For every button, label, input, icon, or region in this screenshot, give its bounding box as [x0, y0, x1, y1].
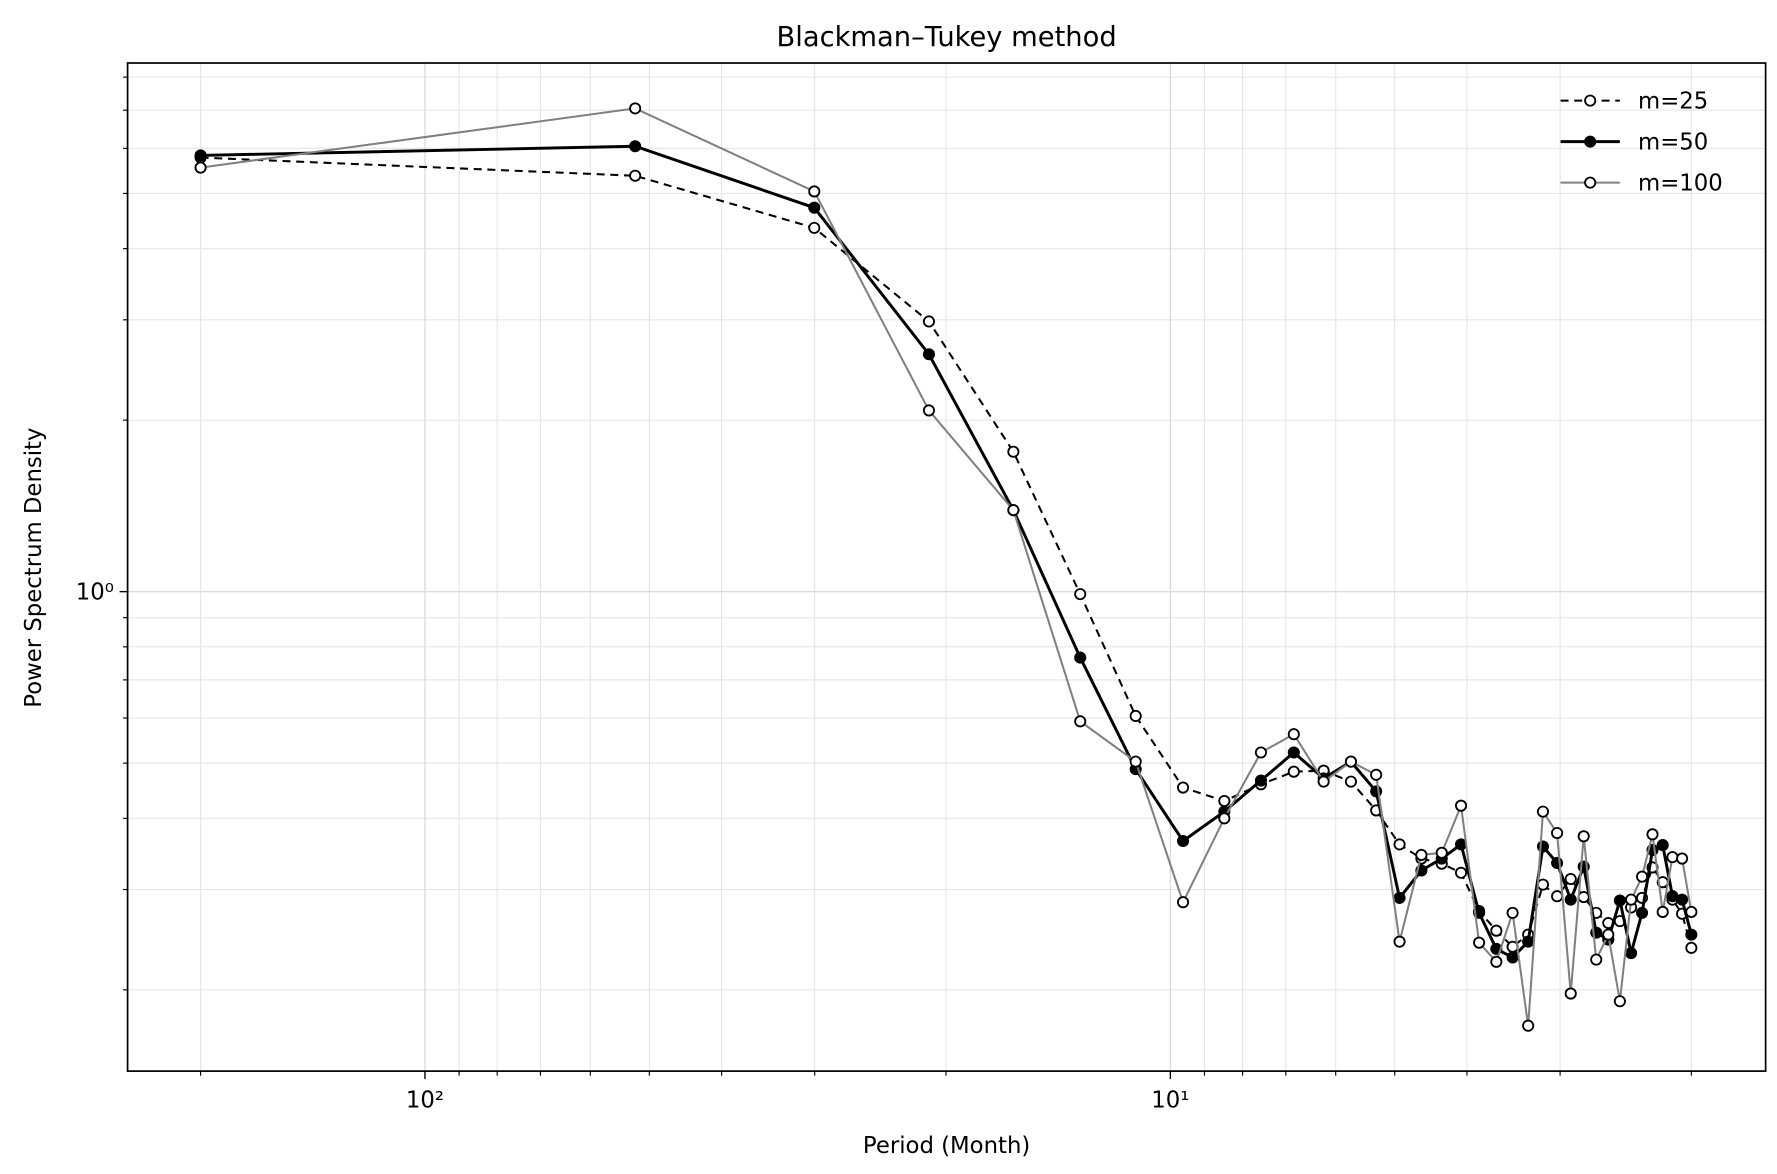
data-point [1613, 894, 1626, 907]
data-point [1536, 805, 1550, 818]
data-point [1074, 588, 1087, 601]
chart-title: Blackman–Tukey method [776, 22, 1116, 53]
data-point [808, 201, 821, 214]
data-point [1454, 838, 1468, 851]
data-point [1602, 928, 1615, 941]
data-point [922, 404, 935, 417]
data-point [808, 221, 821, 234]
data-point [1254, 746, 1267, 759]
data-point [629, 169, 642, 182]
data-point [1636, 870, 1649, 883]
data-point [194, 149, 207, 162]
data-point [1685, 928, 1698, 941]
data-point [1317, 775, 1330, 788]
plot-frame [126, 62, 1767, 1072]
data-point [1007, 504, 1020, 517]
data-point [1613, 995, 1626, 1008]
y-tick-label: 10⁰ [76, 580, 114, 606]
data-point [1218, 794, 1231, 808]
data-point [194, 161, 207, 174]
legend-label: m=50 [1638, 130, 1708, 156]
data-point [1522, 935, 1535, 948]
x-tick-label: 10¹ [1151, 1088, 1189, 1114]
legend-label: m=25 [1638, 89, 1708, 115]
data-point [1676, 852, 1689, 865]
y-axis-label: Power Spectrum Density [21, 428, 47, 708]
legend-marker [1584, 176, 1597, 189]
data-point [1590, 953, 1603, 966]
data-point [922, 348, 935, 361]
data-point [1522, 1019, 1535, 1032]
data-point [1454, 866, 1468, 879]
data-point [1344, 775, 1357, 788]
data-point [1656, 839, 1669, 852]
data-point [1564, 893, 1577, 906]
data-point [1218, 812, 1231, 825]
x-tick-label: 10² [406, 1088, 444, 1114]
data-point [1129, 755, 1142, 768]
data-point [1177, 896, 1190, 909]
data-point [1551, 826, 1564, 840]
data-point [1685, 905, 1698, 918]
legend-label: m=100 [1638, 171, 1723, 197]
data-point [1370, 768, 1383, 781]
data-point [1415, 848, 1428, 861]
data-point [1551, 890, 1564, 903]
x-axis-label: Period (Month) [863, 1133, 1030, 1159]
legend-marker [1584, 94, 1597, 107]
data-point [1506, 906, 1519, 919]
data-point [1454, 799, 1468, 812]
data-point [1676, 893, 1689, 906]
data-point [1177, 781, 1190, 794]
data-point [1344, 755, 1357, 768]
data-point [1393, 891, 1406, 904]
data-point [1564, 987, 1577, 1000]
legend-marker [1584, 135, 1597, 148]
data-point [1177, 834, 1190, 848]
data-point [1577, 830, 1590, 843]
data-point [1646, 828, 1659, 841]
data-point [1625, 893, 1638, 906]
data-point [1656, 905, 1669, 918]
data-point [1666, 851, 1679, 864]
data-point [1625, 947, 1638, 960]
data-point [1129, 709, 1142, 723]
data-point [1536, 878, 1550, 891]
data-point [629, 102, 642, 115]
data-point [808, 185, 821, 198]
data-point [1287, 728, 1300, 741]
data-point [1473, 936, 1486, 949]
data-point [1490, 955, 1503, 968]
data-point [1393, 935, 1406, 948]
data-point [1287, 746, 1300, 759]
data-point [1435, 846, 1448, 859]
data-point [1506, 951, 1519, 964]
data-point [1393, 838, 1406, 851]
data-point [1007, 445, 1020, 458]
data-point [922, 315, 935, 328]
data-point [1254, 774, 1267, 787]
data-point [1490, 924, 1503, 937]
data-point [1074, 651, 1087, 664]
data-point [1074, 715, 1087, 728]
data-point [1287, 765, 1300, 778]
data-point [1636, 906, 1649, 919]
data-point [629, 140, 642, 153]
data-point [1685, 941, 1698, 954]
data-point [1564, 872, 1577, 886]
